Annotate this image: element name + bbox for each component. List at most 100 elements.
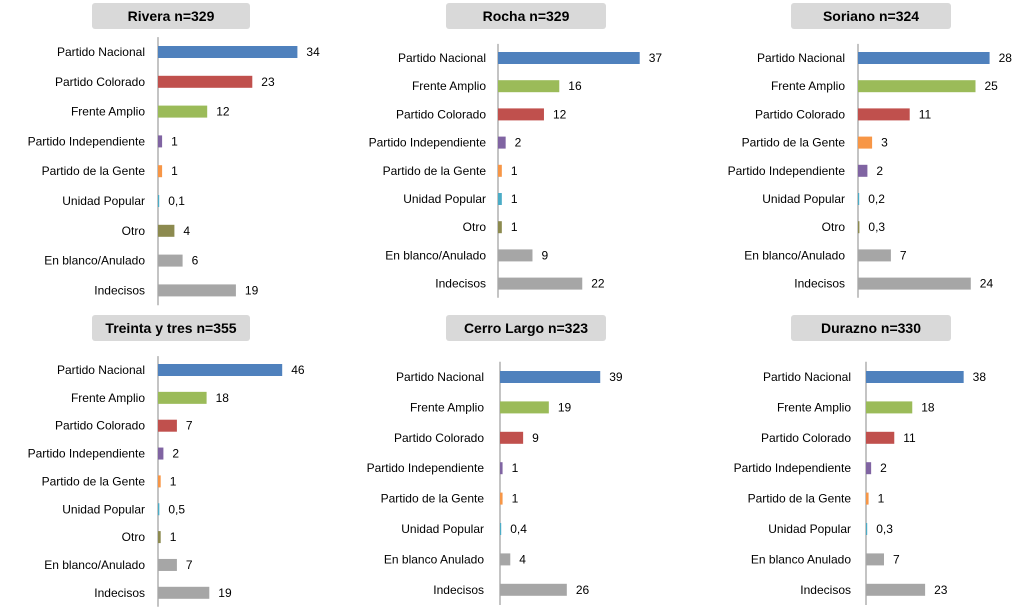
bar [866, 462, 872, 475]
bar [866, 583, 926, 596]
data-label: 1 [511, 192, 518, 206]
data-label: 11 [919, 107, 932, 121]
category-label: Indecisos [94, 586, 145, 600]
category-label: Partido Nacional [396, 370, 484, 384]
category-label: Partido de la Gente [383, 164, 487, 178]
data-label: 6 [192, 254, 199, 268]
bar [500, 583, 567, 596]
bar [498, 52, 640, 64]
data-label: 12 [216, 105, 230, 119]
chart-title: Cerro Largo n=323 [446, 315, 606, 341]
bar [158, 224, 175, 237]
category-label: Partido Nacional [757, 51, 845, 65]
data-label: 2 [880, 461, 887, 475]
data-label: 16 [568, 79, 582, 93]
bar [158, 503, 160, 516]
data-label: 19 [558, 400, 572, 414]
category-label: Partido Independiente [28, 134, 146, 148]
bar [498, 277, 583, 290]
bar [158, 558, 177, 571]
chart-title: Soriano n=324 [791, 3, 951, 29]
category-label: Partido Independiente [28, 447, 146, 461]
bar [158, 195, 160, 207]
bar [866, 401, 913, 414]
category-label: Frente Amplio [71, 105, 145, 119]
bar [158, 46, 298, 58]
category-label: Unidad Popular [62, 502, 145, 516]
category-label: Partido Colorado [394, 431, 484, 445]
data-label: 1 [878, 492, 885, 506]
category-label: Partido Colorado [396, 107, 486, 121]
bar-chart: Partido Nacional 46 Frente Amplio 18 Partido… [28, 356, 305, 607]
bar [858, 277, 971, 290]
data-label: 1 [511, 220, 518, 234]
category-label: Unidad Popular [403, 192, 486, 206]
bar [498, 193, 502, 205]
category-label: Frente Amplio [412, 79, 486, 93]
data-label: 7 [900, 248, 907, 262]
bar [858, 221, 860, 234]
category-label: Partido Colorado [55, 419, 145, 433]
category-label: Partido Colorado [55, 75, 145, 89]
data-label: 0,1 [168, 194, 185, 208]
category-label: En blanco/Anulado [44, 558, 145, 572]
bar [858, 193, 860, 205]
data-label: 12 [553, 107, 567, 121]
data-label: 1 [511, 164, 518, 178]
category-label: Partido Independiente [369, 136, 487, 150]
chart-title: Rocha n=329 [446, 3, 606, 29]
data-label: 1 [170, 530, 177, 544]
chart-title: Treinta y tres n=355 [92, 315, 250, 341]
bar [858, 108, 910, 121]
category-label: Indecisos [435, 277, 486, 291]
data-label: 0,3 [876, 522, 893, 536]
data-label: 4 [183, 224, 190, 238]
category-label: Partido Colorado [761, 431, 851, 445]
bar [498, 221, 502, 234]
data-label: 22 [591, 277, 605, 291]
bar [158, 475, 161, 488]
category-label: Frente Amplio [71, 391, 145, 405]
category-label: En blanco Anulado [751, 552, 851, 566]
data-label: 1 [171, 164, 178, 178]
data-label: 28 [999, 51, 1013, 65]
category-label: Unidad Popular [768, 522, 851, 536]
category-label: Partido Independiente [367, 461, 485, 475]
bar [158, 165, 163, 178]
data-label: 23 [261, 75, 275, 89]
bar [158, 135, 163, 148]
bar [500, 462, 503, 475]
bar [866, 371, 964, 383]
bar [858, 249, 891, 262]
bar [858, 52, 990, 64]
category-label: Partido Nacional [57, 45, 145, 59]
data-label: 0,5 [168, 502, 185, 516]
category-label: Otro [122, 530, 146, 544]
data-label: 18 [216, 391, 230, 405]
bar [158, 586, 210, 599]
bar [498, 164, 502, 177]
data-label: 23 [934, 583, 948, 597]
bar-chart: Partido Nacional 34 Partido Colorado 23 Fren… [28, 37, 320, 306]
bar [158, 531, 161, 544]
bar [866, 431, 895, 444]
category-label: Partido de la Gente [381, 492, 485, 506]
bar [158, 447, 164, 460]
category-label: Frente Amplio [771, 79, 845, 93]
data-label: 25 [985, 79, 999, 93]
chart-title: Durazno n=330 [791, 315, 951, 341]
category-label: Partido de la Gente [42, 164, 146, 178]
category-label: Unidad Popular [762, 192, 845, 206]
data-label: 46 [291, 363, 305, 377]
category-label: Otro [463, 220, 487, 234]
category-label: Otro [122, 224, 146, 238]
data-label: 3 [881, 136, 888, 150]
bar [500, 523, 502, 535]
data-label: 2 [876, 164, 883, 178]
data-label: 1 [512, 461, 519, 475]
data-label: 4 [519, 552, 526, 566]
category-label: Partido Nacional [398, 51, 486, 65]
data-label: 24 [980, 277, 994, 291]
